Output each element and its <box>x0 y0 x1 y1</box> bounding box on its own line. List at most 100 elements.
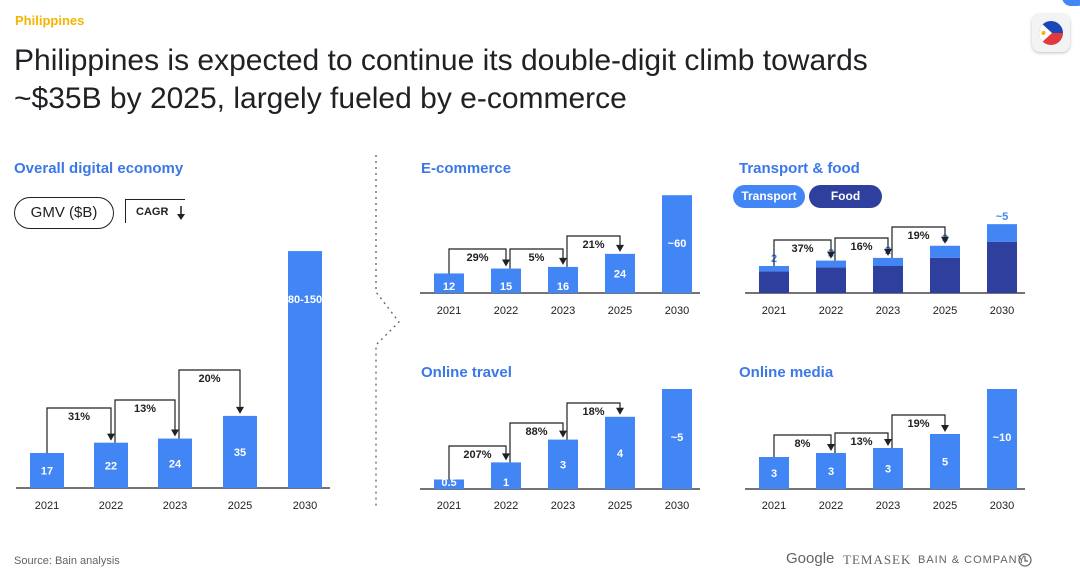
ecommerce-cagr-arrow-0 <box>502 259 510 267</box>
overall-bar-2025 <box>223 415 257 488</box>
media-cagr-arrow-1 <box>884 439 892 446</box>
media-bar-2025 <box>930 434 960 489</box>
overall-chart: 17 2021 22 2022 24 2023 35 2025 80-150 2030 31% 13%… <box>16 251 330 512</box>
transport-cagr-label-1: 16% <box>850 241 872 253</box>
media-value-label-2022: 3 <box>828 466 834 478</box>
transport-cagr-label-0: 37% <box>791 243 813 255</box>
travel-year-2023: 2023 <box>551 500 575 512</box>
transport-food-title: Transport & food <box>739 160 860 177</box>
overall-value-label-2025: 35 <box>234 447 246 459</box>
transport-cagr-arrow-0 <box>827 251 835 259</box>
media-cagr-label-0: 8% <box>795 438 811 450</box>
travel-value-label-2023: 3 <box>560 459 566 471</box>
transport-bar-transport-2021 <box>759 266 789 272</box>
ecommerce-cagr-arrow-2 <box>616 244 624 252</box>
overall-bar-2023 <box>158 438 192 488</box>
page-title: Philippines is expected to continue its … <box>14 44 868 115</box>
ecommerce-year-2025: 2025 <box>608 305 632 317</box>
media-year-2030: 2030 <box>990 500 1014 512</box>
media-value-label-2030: ~10 <box>993 432 1012 444</box>
overall-cagr-arrow-2 <box>236 406 244 414</box>
transport-bar-food-2030 <box>987 241 1017 293</box>
ecommerce-title: E-commerce <box>421 160 512 177</box>
ecommerce-year-2022: 2022 <box>494 305 518 317</box>
media-chart: 3 2021 3 2022 3 2023 5 2025 ~10 2030 8% 13% 19% <box>745 389 1025 512</box>
overall-bar-2021 <box>30 452 64 488</box>
ecommerce-bar-2021 <box>434 273 464 293</box>
travel-chart: 0.5 2021 1 2022 3 2023 4 2025 ~5 2030 207% 88% 18% <box>420 389 700 512</box>
travel-year-2030: 2030 <box>665 500 689 512</box>
online-media-title: Online media <box>739 364 834 381</box>
cagr-arrow-icon <box>177 206 185 220</box>
ecommerce-cagr-label-2: 21% <box>582 239 604 251</box>
overall-cagr-bracket-1 <box>114 399 176 443</box>
transport-year-2022: 2022 <box>819 305 843 317</box>
travel-cagr-label-1: 88% <box>525 426 547 438</box>
travel-value-label-2030: ~5 <box>671 432 684 444</box>
media-year-2021: 2021 <box>762 500 786 512</box>
travel-bar-2030 <box>662 389 692 489</box>
travel-cagr-label-2: 18% <box>582 406 604 418</box>
transport-bar-food-2021 <box>759 271 789 293</box>
overall-bar-2022 <box>94 442 128 488</box>
ecommerce-cagr-label-1: 5% <box>529 252 545 264</box>
legend-food: Food <box>809 185 882 208</box>
media-year-2025: 2025 <box>933 500 957 512</box>
philippines-flag-icon[interactable] <box>1032 14 1070 52</box>
overall-year-2023: 2023 <box>163 500 187 512</box>
travel-year-2021: 2021 <box>437 500 461 512</box>
travel-cagr-label-0: 207% <box>463 449 491 461</box>
media-value-label-2023: 3 <box>885 464 891 476</box>
ecommerce-bar-2022 <box>491 268 521 293</box>
transport-year-2023: 2023 <box>876 305 900 317</box>
transport-cagr-bracket-0 <box>773 239 832 266</box>
transport-bar-transport-2025 <box>930 245 960 258</box>
overall-cagr-label-0: 31% <box>68 411 90 423</box>
ecommerce-cagr-bracket-2 <box>566 235 621 267</box>
travel-bar-2025 <box>605 416 635 489</box>
google-logo: Google <box>786 550 835 567</box>
travel-cagr-arrow-0 <box>502 453 510 461</box>
ecommerce-cagr-label-0: 29% <box>466 252 488 264</box>
overall-value-label-2021: 17 <box>41 465 53 477</box>
overall-year-2025: 2025 <box>228 500 252 512</box>
bain-emblem-icon <box>1018 553 1032 567</box>
media-cagr-label-1: 13% <box>850 436 872 448</box>
transport-bar-food-2025 <box>930 257 960 293</box>
overall-year-2030: 2030 <box>293 500 317 512</box>
media-bar-2023 <box>873 448 903 489</box>
transport-cagr-label-2: 19% <box>907 230 929 242</box>
transport-cagr-bracket-1 <box>834 237 889 261</box>
source-note: Source: Bain analysis <box>14 555 120 567</box>
overall-year-2022: 2022 <box>99 500 123 512</box>
travel-cagr-bracket-1 <box>509 422 564 463</box>
transport-value-label-2030: ~5 <box>996 211 1009 223</box>
overall-cagr-arrow-0 <box>107 433 115 441</box>
transport-year-2030: 2030 <box>990 305 1014 317</box>
overall-value-label-2022: 22 <box>105 460 117 472</box>
ecommerce-year-2023: 2023 <box>551 305 575 317</box>
travel-cagr-bracket-0 <box>448 445 507 480</box>
travel-cagr-arrow-1 <box>559 430 567 438</box>
travel-bar-2023 <box>548 439 578 489</box>
travel-value-label-2022: 1 <box>503 477 509 489</box>
ecommerce-value-label-2023: 16 <box>557 281 569 293</box>
ecommerce-cagr-bracket-1 <box>509 248 564 269</box>
cagr-legend-label: CAGR <box>125 199 185 223</box>
travel-cagr-arrow-2 <box>616 407 624 415</box>
overall-cagr-label-1: 13% <box>134 403 156 415</box>
ecommerce-year-2021: 2021 <box>437 305 461 317</box>
gmv-unit-pill: GMV ($B) <box>14 197 114 229</box>
media-year-2023: 2023 <box>876 500 900 512</box>
media-cagr-arrow-2 <box>941 425 949 432</box>
ecommerce-bar-2023 <box>548 266 578 293</box>
overall-cagr-bracket-2 <box>178 369 241 439</box>
overall-cagr-label-2: 20% <box>198 373 220 385</box>
ecommerce-value-label-2022: 15 <box>500 281 512 293</box>
transport-bar-transport-2022 <box>816 260 846 268</box>
ecommerce-value-label-2030: ~60 <box>668 238 687 250</box>
transport-year-2025: 2025 <box>933 305 957 317</box>
travel-cagr-bracket-2 <box>566 402 621 440</box>
